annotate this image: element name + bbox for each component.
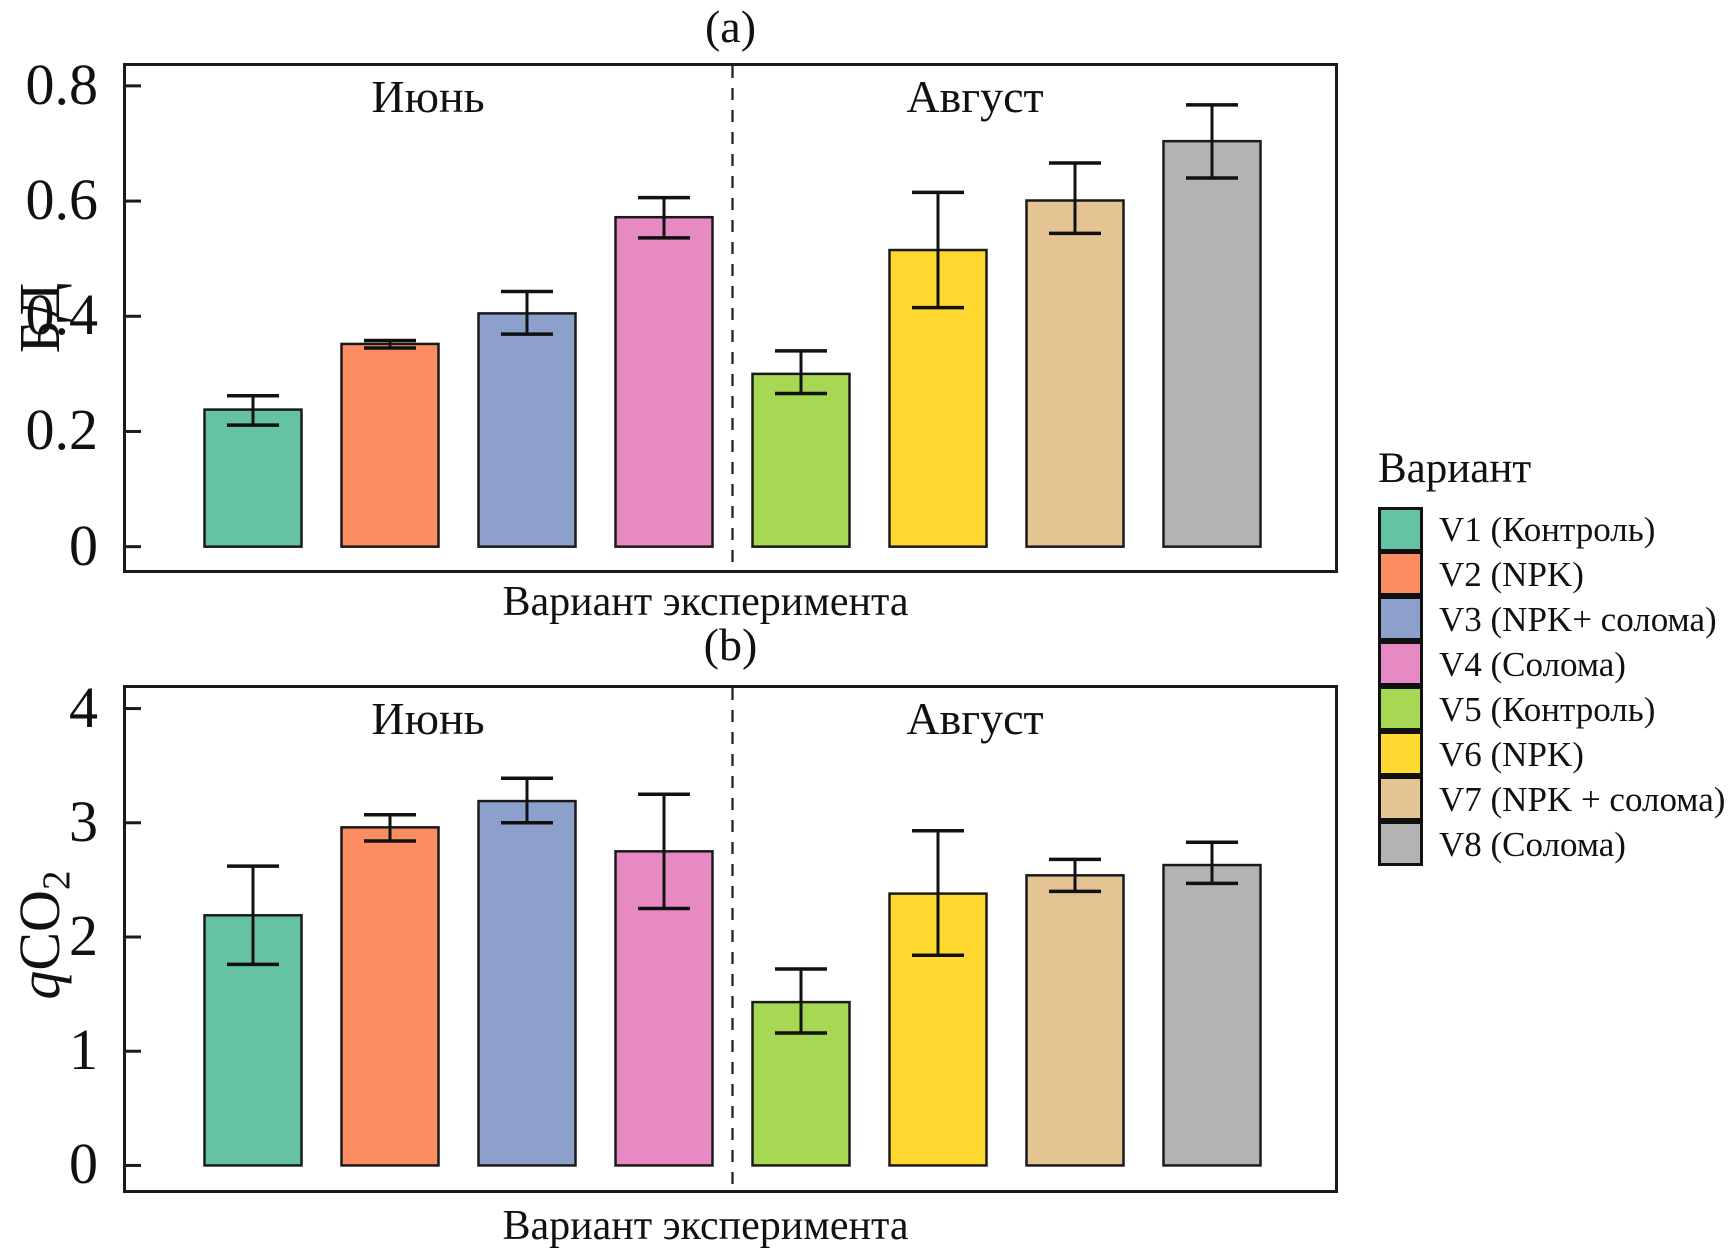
error-bar-v7-panel-a	[1049, 161, 1101, 236]
error-bar-v1-panel-b	[227, 864, 279, 967]
panel-a-x-axis-label: Вариант эксперимента	[502, 579, 909, 625]
panel-a-axes: Июнь Август	[123, 63, 1338, 573]
panel-b-y-tick-label: 4	[69, 674, 98, 740]
panel-b-y-tick-label: 3	[69, 788, 98, 854]
legend-swatch-v1	[1378, 507, 1423, 552]
bar-v2-panel-a	[340, 342, 440, 548]
error-bar-v8-panel-b	[1186, 840, 1238, 886]
error-bar-v6-panel-a	[912, 190, 964, 310]
error-bar-v7-panel-b	[1049, 857, 1101, 894]
legend-swatch-v7	[1378, 775, 1423, 821]
legend-swatch-v8	[1378, 820, 1423, 866]
legend-label-v3: V3 (NPK+ солома)	[1439, 599, 1717, 639]
panel-b-y-tick-label: 1	[69, 1017, 98, 1083]
panel-a-y-tick-label: 0.4	[25, 282, 99, 348]
legend-title: Вариант	[1378, 445, 1532, 492]
legend-item-v2: V2 (NPK)	[1378, 550, 1725, 597]
legend: Вариант V1 (Контроль) V2 (NPK) V3 (NPK+ со…	[1378, 444, 1725, 867]
error-bar-v3-panel-a	[501, 289, 553, 336]
legend-label-v8: V8 (Солома)	[1439, 824, 1626, 864]
legend-label-v7: V7 (NPK + солома)	[1439, 779, 1726, 819]
panel-b-y-tick-label: 2	[69, 903, 98, 969]
panel-a-y-tick-label: 0	[69, 512, 98, 578]
legend-label-v4: V4 (Солома)	[1439, 644, 1626, 684]
bar-v2-panel-b	[340, 826, 440, 1167]
bar-v3-panel-a	[477, 312, 577, 548]
legend-label-v6: V6 (NPK)	[1439, 734, 1584, 774]
legend-label-v5: V5 (Контроль)	[1439, 689, 1656, 729]
bar-v4-panel-a	[614, 215, 714, 548]
legend-items: V1 (Контроль) V2 (NPK) V3 (NPK+ солома) V4 …	[1378, 507, 1725, 867]
panel-a-y-tick-labels: 0 0.2 0.4 0.6 0.8	[0, 52, 112, 578]
panel-b-section-label-june: Июнь	[371, 693, 485, 744]
bar-v7-panel-b	[1025, 874, 1125, 1167]
panel-b-axes: Июнь Август	[123, 685, 1338, 1193]
legend-label-v2: V2 (NPK)	[1439, 554, 1584, 594]
error-bar-v6-panel-b	[912, 829, 964, 958]
legend-swatch-v3	[1378, 595, 1423, 641]
legend-swatch-v2	[1378, 550, 1423, 596]
error-bar-v5-panel-b	[775, 967, 827, 1035]
legend-swatch-v5	[1378, 685, 1423, 731]
legend-item-v3: V3 (NPK+ солома)	[1378, 595, 1725, 642]
error-bar-v4-panel-b	[638, 792, 690, 911]
panel-a-y-tick-label: 0.2	[25, 397, 99, 463]
panel-b-section-label-august: Август	[906, 693, 1044, 744]
panel-a-y-tick-label: 0.6	[25, 167, 99, 233]
panel-a-title: (a)	[704, 1, 757, 52]
error-bar-v8-panel-a	[1186, 103, 1238, 180]
bar-v8-panel-b	[1162, 863, 1262, 1167]
error-bar-v4-panel-a	[638, 195, 690, 240]
error-bar-v5-panel-a	[775, 349, 827, 396]
legend-label-v1: V1 (Контроль)	[1439, 509, 1656, 549]
legend-item-v4: V4 (Солома)	[1378, 640, 1725, 687]
bar-v3-panel-b	[477, 799, 577, 1167]
error-bar-v1-panel-a	[227, 394, 279, 427]
legend-item-v1: V1 (Контроль)	[1378, 507, 1725, 552]
bar-v8-panel-a	[1162, 139, 1262, 548]
legend-item-v5: V5 (Контроль)	[1378, 685, 1725, 732]
panel-b-x-axis-label: Вариант эксперимента	[502, 1203, 909, 1249]
panel-a-y-tick-label: 0.8	[25, 52, 99, 118]
legend-item-v6: V6 (NPK)	[1378, 730, 1725, 777]
legend-item-v8: V8 (Солома)	[1378, 820, 1725, 867]
panel-b-plot-area	[126, 688, 1262, 1190]
legend-swatch-v6	[1378, 730, 1423, 776]
panel-b-y-tick-label: 0	[69, 1131, 98, 1197]
panel-a-section-label-june: Июнь	[371, 71, 485, 122]
bar-v7-panel-a	[1025, 199, 1125, 548]
error-bar-v2-panel-a	[364, 338, 416, 350]
legend-item-v7: V7 (NPK + солома)	[1378, 775, 1726, 822]
bar-v1-panel-a	[203, 408, 303, 548]
error-bar-v2-panel-b	[364, 813, 416, 843]
panel-a-plot-area	[126, 66, 1262, 570]
panel-b-title: (b)	[703, 619, 758, 670]
error-bar-v3-panel-b	[501, 776, 553, 825]
panel-a-section-label-august: Август	[906, 71, 1044, 122]
panel-b-y-tick-labels: 0 1 2 3 4	[0, 675, 112, 1197]
bar-v5-panel-a	[751, 372, 851, 548]
legend-swatch-v4	[1378, 640, 1423, 686]
